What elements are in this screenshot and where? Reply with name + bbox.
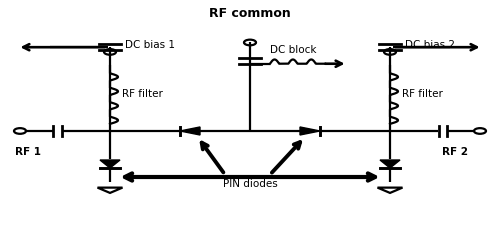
Text: RF 1: RF 1 — [15, 147, 41, 157]
Polygon shape — [100, 160, 120, 168]
Text: RF filter: RF filter — [122, 89, 164, 99]
Text: RF 2: RF 2 — [442, 147, 468, 157]
Text: PIN diodes: PIN diodes — [222, 179, 278, 189]
Polygon shape — [300, 127, 320, 135]
Polygon shape — [380, 160, 400, 168]
Text: RF common: RF common — [209, 7, 291, 20]
Polygon shape — [180, 127, 200, 135]
Text: RF filter: RF filter — [402, 89, 444, 99]
Text: DC block: DC block — [270, 45, 316, 55]
Text: DC bias 2: DC bias 2 — [405, 40, 455, 50]
Text: DC bias 1: DC bias 1 — [125, 40, 175, 50]
